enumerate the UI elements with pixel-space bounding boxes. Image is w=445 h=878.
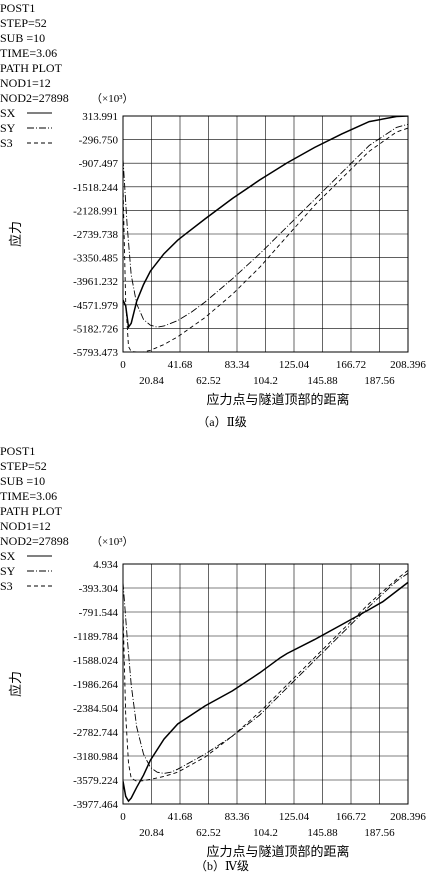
y-tick-label: -1986.264 bbox=[73, 679, 118, 691]
legend-label-sx: SX bbox=[0, 106, 16, 120]
x-tick-label: 166.72 bbox=[336, 359, 366, 371]
y-tick-label: -1189.784 bbox=[73, 631, 118, 643]
legend-label-sy: SY bbox=[0, 121, 16, 135]
y-tick-label: -791.544 bbox=[79, 607, 119, 619]
x-tick-label: 208.396 bbox=[390, 359, 426, 371]
y-tick-label: -3350.485 bbox=[73, 253, 118, 265]
y-tick-label: -1588.024 bbox=[73, 655, 118, 667]
x-tick-label: 41.68 bbox=[168, 811, 193, 823]
legend-label-sy: SY bbox=[0, 564, 16, 578]
y-tick-label: -4571.979 bbox=[73, 300, 118, 312]
info-line: STEP=52 bbox=[0, 16, 47, 30]
y-tick-label: 4.934 bbox=[93, 559, 118, 571]
y-tick-label: 313.991 bbox=[82, 111, 118, 123]
y-axis-title: 应力 bbox=[8, 221, 23, 247]
y-tick-label: -1518.244 bbox=[73, 182, 118, 194]
y-tick-label: -907.497 bbox=[79, 158, 119, 170]
y-tick-label: -2782.744 bbox=[73, 727, 118, 739]
figure-caption: （b）Ⅳ级 bbox=[195, 859, 249, 873]
x-tick-label: 125.04 bbox=[279, 811, 310, 823]
x-tick-label: 41.68 bbox=[168, 359, 193, 371]
y-tick-label: -3961.232 bbox=[73, 276, 118, 288]
y-tick-label: -393.304 bbox=[79, 583, 119, 595]
series-line-sx bbox=[123, 116, 408, 330]
y-tick-label: -2128.991 bbox=[73, 205, 118, 217]
x-tick-label: 83.34 bbox=[225, 359, 250, 371]
legend-label-s3: S3 bbox=[0, 579, 13, 593]
y-tick-label: -3977.464 bbox=[73, 799, 118, 811]
x-axis-title: 应力点与隧道顶部的距离 bbox=[206, 392, 349, 407]
plot-frame bbox=[122, 115, 409, 353]
series-line-sy bbox=[123, 572, 408, 774]
x-tick-label: 104.2 bbox=[253, 827, 278, 839]
x-tick-label: 20.84 bbox=[139, 375, 164, 387]
info-line: SUB =10 bbox=[0, 474, 45, 488]
x-tick-label: 145.88 bbox=[307, 827, 338, 839]
x-tick-label: 187.56 bbox=[364, 375, 395, 387]
y-axis-title: 应力 bbox=[8, 671, 23, 697]
info-line: NOD2=27898 bbox=[0, 91, 69, 105]
info-line: NOD1=12 bbox=[0, 519, 51, 533]
y-tick-label: -5793.473 bbox=[73, 347, 118, 359]
info-line: STEP=52 bbox=[0, 459, 47, 473]
x-tick-label: 62.52 bbox=[196, 827, 221, 839]
series-line-s3 bbox=[123, 569, 408, 782]
x-tick-label: 187.56 bbox=[364, 827, 395, 839]
y-tick-label: -5182.726 bbox=[73, 323, 118, 335]
x-tick-label: 0 bbox=[120, 359, 126, 371]
unit-label: （×10³） bbox=[91, 92, 134, 105]
series-line-sx bbox=[123, 581, 408, 803]
x-tick-label: 145.88 bbox=[307, 375, 338, 387]
legend-label-s3: S3 bbox=[0, 136, 13, 150]
unit-label: （×10³） bbox=[91, 535, 134, 548]
x-axis-title: 应力点与隧道顶部的距离 bbox=[206, 844, 349, 859]
y-tick-label: -2739.738 bbox=[73, 229, 118, 241]
x-tick-label: 83.36 bbox=[225, 811, 250, 823]
plot-frame bbox=[122, 563, 409, 805]
y-tick-label: -3180.984 bbox=[73, 751, 118, 763]
info-line: TIME=3.06 bbox=[0, 489, 57, 503]
x-tick-label: 166.72 bbox=[336, 811, 366, 823]
x-tick-label: 20.84 bbox=[139, 827, 164, 839]
x-tick-label: 0 bbox=[120, 811, 126, 823]
x-tick-label: 62.52 bbox=[196, 375, 221, 387]
y-tick-label: -3579.224 bbox=[73, 775, 118, 787]
x-tick-label: 125.04 bbox=[279, 359, 310, 371]
info-line: TIME=3.06 bbox=[0, 46, 57, 60]
y-tick-label: -296.750 bbox=[79, 135, 119, 147]
info-line: POST1 bbox=[0, 444, 35, 458]
info-line: PATH PLOT bbox=[0, 61, 63, 75]
info-line: POST1 bbox=[0, 1, 35, 15]
figure-caption: （a）Ⅱ级 bbox=[197, 415, 246, 429]
info-line: NOD1=12 bbox=[0, 76, 51, 90]
legend-label-sx: SX bbox=[0, 549, 16, 563]
series-line-sy bbox=[123, 123, 408, 328]
series-line-s3 bbox=[123, 127, 408, 352]
x-tick-label: 208.396 bbox=[390, 811, 426, 823]
y-tick-label: -2384.504 bbox=[73, 703, 118, 715]
info-line: NOD2=27898 bbox=[0, 534, 69, 548]
info-line: PATH PLOT bbox=[0, 504, 63, 518]
x-tick-label: 104.2 bbox=[253, 375, 278, 387]
info-line: SUB =10 bbox=[0, 31, 45, 45]
